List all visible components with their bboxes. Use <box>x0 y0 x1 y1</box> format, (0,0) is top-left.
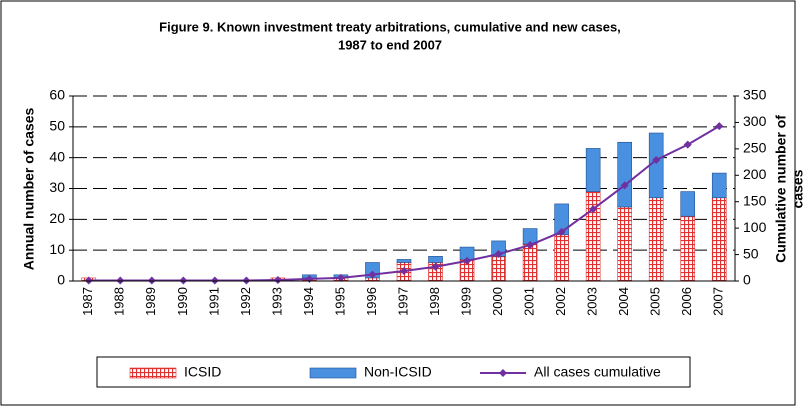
line-marker <box>463 256 472 265</box>
line-marker <box>526 241 535 250</box>
line-marker <box>652 155 661 164</box>
bar <box>585 148 601 192</box>
line-marker <box>147 276 156 285</box>
line-marker <box>179 276 188 285</box>
y2-axis-label: Cumulative number of <box>773 115 789 263</box>
bar <box>491 256 506 282</box>
y2-tick-label: 300 <box>743 113 767 129</box>
line-marker <box>494 250 503 259</box>
chart-title: Figure 9. Known investment treaty arbitr… <box>159 19 621 34</box>
x-tick-label: 1989 <box>143 287 158 316</box>
x-tick-label: 1997 <box>395 287 410 316</box>
bar <box>648 197 664 282</box>
legend-label: Non-ICSID <box>364 364 432 380</box>
bar <box>428 256 443 263</box>
line-marker <box>431 262 440 271</box>
bar <box>554 234 569 282</box>
x-tick-label: 1998 <box>427 287 442 316</box>
line-marker <box>589 205 598 214</box>
line-marker <box>557 227 566 236</box>
y2-tick-label: 100 <box>743 219 767 235</box>
y2-tick-label: 150 <box>743 192 767 208</box>
bar <box>680 191 696 217</box>
x-tick-label: 1996 <box>364 287 379 316</box>
line-marker <box>336 273 345 282</box>
bar <box>617 206 632 282</box>
x-tick-label: 1993 <box>269 287 284 316</box>
y-tick-label: 40 <box>49 148 65 164</box>
bar <box>711 197 727 282</box>
line-marker <box>683 140 692 149</box>
x-tick-label: 1995 <box>332 287 347 316</box>
y-tick-label: 30 <box>49 179 65 195</box>
x-tick-label: 2006 <box>679 287 694 316</box>
y2-axis-label: cases <box>790 169 806 208</box>
legend-swatch <box>129 367 177 379</box>
line-marker <box>210 276 219 285</box>
x-tick-label: 1992 <box>238 287 253 316</box>
line-marker <box>116 276 125 285</box>
bar <box>711 172 727 199</box>
y2-tick-label: 50 <box>743 245 759 261</box>
x-tick-label: 2007 <box>711 287 726 316</box>
chart-title: 1987 to end 2007 <box>338 37 442 52</box>
x-tick-label: 1994 <box>301 287 316 316</box>
bar <box>522 243 538 282</box>
x-tick-label: 1988 <box>112 287 127 316</box>
legend-label: All cases cumulative <box>534 364 661 380</box>
x-tick-label: 1990 <box>175 287 190 316</box>
y-tick-label: 0 <box>57 272 65 288</box>
x-tick-label: 2000 <box>490 287 505 316</box>
line-marker <box>400 266 408 275</box>
line-marker <box>368 270 377 279</box>
y2-tick-label: 350 <box>743 87 767 103</box>
line-marker <box>273 275 282 284</box>
y2-tick-label: 250 <box>743 140 767 156</box>
x-tick-label: 2004 <box>616 287 631 316</box>
bar <box>396 259 412 263</box>
bar <box>680 215 696 282</box>
x-tick-label: 1991 <box>206 287 221 316</box>
line-marker <box>84 276 93 285</box>
x-tick-label: 2002 <box>553 287 568 316</box>
x-tick-label: 2003 <box>585 287 600 316</box>
bar <box>648 132 664 199</box>
y2-tick-label: 0 <box>743 272 751 288</box>
legend-label: ICSID <box>184 364 221 380</box>
y-axis-label: Annual number of cases <box>21 107 37 270</box>
line-marker <box>715 122 724 131</box>
y-tick-label: 10 <box>49 241 65 257</box>
y2-tick-label: 200 <box>743 166 767 182</box>
y-tick-label: 60 <box>49 87 65 103</box>
legend-swatch <box>309 367 357 379</box>
y-tick-label: 20 <box>49 210 65 226</box>
line-marker <box>242 276 251 285</box>
y-tick-label: 50 <box>49 118 65 134</box>
x-tick-label: 2001 <box>522 287 537 316</box>
bar <box>617 141 632 208</box>
legend <box>96 356 691 388</box>
x-tick-label: 1987 <box>80 287 95 316</box>
line-marker <box>620 181 629 190</box>
x-tick-label: 2005 <box>648 287 663 316</box>
x-tick-label: 1999 <box>458 287 473 316</box>
legend-swatch <box>499 369 507 377</box>
